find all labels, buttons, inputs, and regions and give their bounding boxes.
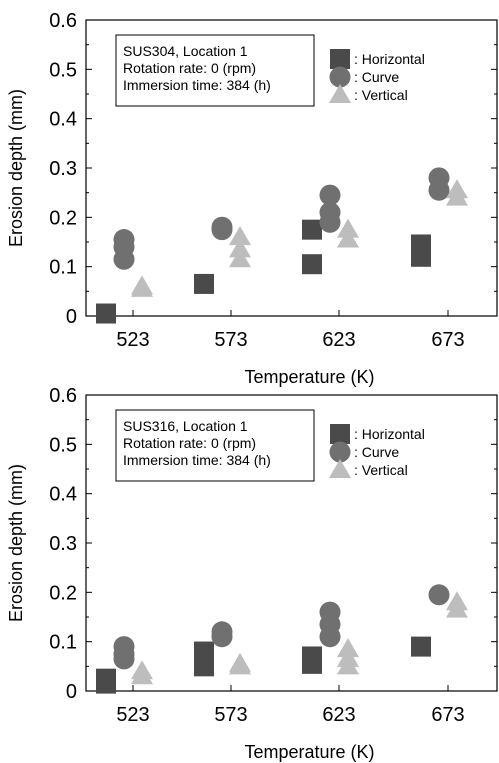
legend-label: : Horizontal [354, 426, 425, 442]
y-tick-label: 0.3 [49, 158, 77, 180]
data-point-triangle [337, 647, 359, 667]
data-point-triangle [337, 218, 359, 238]
data-point-square [194, 273, 214, 294]
legend-label: : Vertical [354, 87, 408, 103]
legend-marker-triangle [329, 84, 351, 103]
y-tick-label: 0.6 [49, 10, 77, 32]
legend-marker-triangle [329, 459, 351, 478]
x-axis-title: Temperature (K) [244, 742, 374, 762]
annotation-line: Immersion time: 384 (h) [123, 452, 271, 468]
data-point-circle [319, 601, 341, 623]
annotation-box [115, 34, 315, 107]
y-tick-label: 0.1 [49, 257, 77, 279]
data-point-circle [428, 584, 450, 606]
data-point-square [302, 646, 322, 667]
x-tick-label: 673 [431, 329, 464, 351]
annotation-line: Rotation rate: 0 (rpm) [123, 435, 256, 451]
x-tick-label: 623 [322, 704, 355, 726]
x-tick-label: 623 [322, 329, 355, 351]
annotation-line: Immersion time: 384 (h) [123, 77, 271, 93]
x-tick-label: 573 [214, 329, 247, 351]
y-axis-title: Erosion depth (mm) [6, 89, 26, 247]
data-point-triangle [446, 179, 468, 199]
data-point-square [411, 234, 431, 255]
x-tick-label: 673 [431, 704, 464, 726]
data-point-circle [428, 167, 450, 189]
annotation-line: SUS316, Location 1 [123, 418, 248, 434]
y-tick-label: 0.5 [49, 59, 77, 81]
y-tick-label: 0.5 [49, 434, 77, 456]
data-point-circle [319, 184, 341, 206]
data-point-square [302, 219, 322, 240]
data-point-circle [211, 216, 233, 238]
data-point-circle [113, 229, 135, 251]
data-point-triangle [229, 652, 251, 672]
y-tick-label: 0.4 [49, 484, 77, 506]
x-tick-label: 523 [116, 329, 149, 351]
annotation-line: SUS304, Location 1 [123, 43, 248, 59]
data-point-square [194, 641, 214, 662]
x-axis-title: Temperature (K) [244, 367, 374, 387]
legend-label: : Curve [354, 444, 399, 460]
data-point-triangle [229, 226, 251, 246]
data-point-square [411, 636, 431, 657]
annotation-box [115, 409, 315, 482]
y-tick-label: 0.1 [49, 632, 77, 654]
legend-label: : Curve [354, 69, 399, 85]
y-tick-label: 0.2 [49, 582, 77, 604]
x-tick-label: 573 [214, 704, 247, 726]
data-point-square [96, 668, 116, 689]
data-point-circle [319, 201, 341, 223]
y-tick-label: 0.6 [49, 385, 77, 407]
chart-panel-1: 0 0.1 0.2 0.3 0.4 0.5 0.6 523 573 623 673 Temperatu… [6, 10, 498, 387]
legend-label: : Horizontal [354, 51, 425, 67]
data-point-square [96, 303, 116, 324]
legend-marker-circle [329, 441, 351, 463]
y-tick-label: 0.3 [49, 533, 77, 555]
legend-marker-circle [329, 66, 351, 88]
data-point-triangle [229, 248, 251, 268]
y-tick-label: 0.2 [49, 207, 77, 229]
y-axis-title: Erosion depth (mm) [6, 464, 26, 622]
data-point-triangle [229, 238, 251, 258]
chart-panel-2: 0 0.1 0.2 0.3 0.4 0.5 0.6 523 573 623 673 Temperatu… [6, 385, 498, 762]
y-tick-label: 0.4 [49, 109, 77, 131]
data-point-triangle [131, 275, 153, 295]
data-point-triangle [337, 228, 359, 248]
data-point-triangle [131, 660, 153, 680]
annotation-line: Rotation rate: 0 (rpm) [123, 60, 256, 76]
data-point-triangle [337, 638, 359, 658]
y-tick-label: 0 [66, 306, 77, 328]
data-point-square [302, 254, 322, 275]
x-tick-label: 523 [116, 704, 149, 726]
legend-marker-square [330, 424, 350, 444]
data-point-circle [113, 636, 135, 658]
legend-label: : Vertical [354, 462, 408, 478]
legend-marker-square [330, 49, 350, 69]
data-point-circle [211, 621, 233, 643]
data-point-triangle [446, 591, 468, 611]
y-tick-label: 0 [66, 681, 77, 703]
